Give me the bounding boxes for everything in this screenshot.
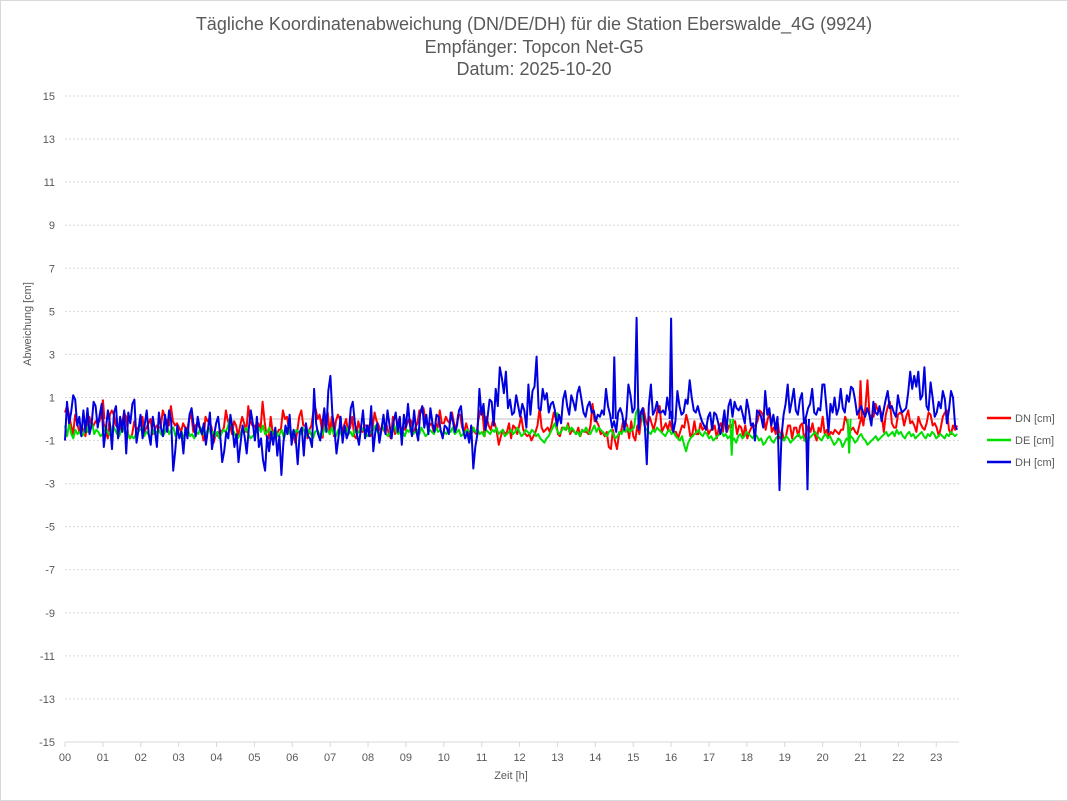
legend-label-de: DE [cm] [1015,435,1054,447]
x-tick-label: 08 [362,752,374,764]
series-line-dh [64,316,959,492]
chart-title: Tägliche Koordinatenabweichung (DN/DE/DH… [196,14,872,79]
legend-label-dn: DN [cm] [1015,413,1055,425]
chart-title-line-2: Empfänger: Topcon Net-G5 [425,37,644,57]
x-tick-label: 21 [854,752,866,764]
series-spike-dn [858,380,864,420]
x-axis-label: Zeit [h] [494,770,528,782]
y-tick-label: -7 [45,565,55,577]
x-tick-label: 05 [248,752,260,764]
chart-title-line-1: Tägliche Koordinatenabweichung (DN/DE/DH… [196,14,872,35]
x-tick-label: 13 [551,752,563,764]
y-tick-label: -9 [45,608,55,620]
x-tick-label: 04 [210,752,222,764]
y-axis-ticks: 15 13 11 9 7 5 3 1 -1 -3 -5 -7 -9 -11 -13 -15 [39,91,55,749]
legend-label-dh: DH [cm] [1015,457,1055,469]
series-spike-dh [804,418,810,491]
y-tick-label: 13 [43,134,55,146]
y-tick-label: 9 [49,220,55,232]
x-tick-label: 11 [476,752,487,764]
chart-title-line-3: Datum: 2025-10-20 [456,59,611,79]
x-tick-label: 18 [741,752,753,764]
x-tick-label: 01 [97,752,109,764]
x-tick-label: 09 [400,752,412,764]
data-series [64,316,959,492]
x-tick-label: 22 [892,752,904,764]
x-tick-label: 14 [589,752,601,764]
y-tick-label: 1 [49,392,55,404]
x-tick-label: 00 [59,752,71,764]
y-tick-label: -1 [45,436,55,448]
x-tick-label: 20 [817,752,829,764]
y-tick-label: -13 [39,694,55,706]
x-tick-label: 17 [703,752,715,764]
x-tick-label: 02 [135,752,147,764]
x-tick-label: 16 [665,752,677,764]
x-tick-label: 06 [286,752,298,764]
series-spike-dh [611,356,617,420]
series-spike-de [846,418,852,454]
series-spike-de [729,418,735,456]
x-tick-label: 12 [513,752,525,764]
y-tick-label: 15 [43,91,55,103]
x-tick-label: 19 [779,752,791,764]
y-tick-label: 7 [49,263,55,275]
series-spike-dh [668,317,674,420]
y-tick-label: 11 [44,177,55,189]
y-axis-label: Abweichung [cm] [22,282,34,366]
x-tick-label: 03 [173,752,185,764]
x-tick-label: 15 [627,752,639,764]
x-axis-ticks: 00 01 02 03 04 05 06 07 08 09 10 11 12 13 14 15 16 17 18 19… [59,741,959,764]
x-tick-label: 07 [324,752,336,764]
y-tick-label: 3 [49,349,55,361]
y-tick-label: -5 [45,522,55,534]
x-tick-label: 23 [930,752,942,764]
x-tick-label: 10 [438,752,450,764]
y-tick-label: -15 [39,737,55,749]
y-tick-label: -11 [40,651,55,663]
y-tick-label: 5 [49,306,55,318]
legend: DN [cm] DE [cm] DH [cm] [987,413,1055,469]
y-tick-label: -3 [45,479,55,491]
